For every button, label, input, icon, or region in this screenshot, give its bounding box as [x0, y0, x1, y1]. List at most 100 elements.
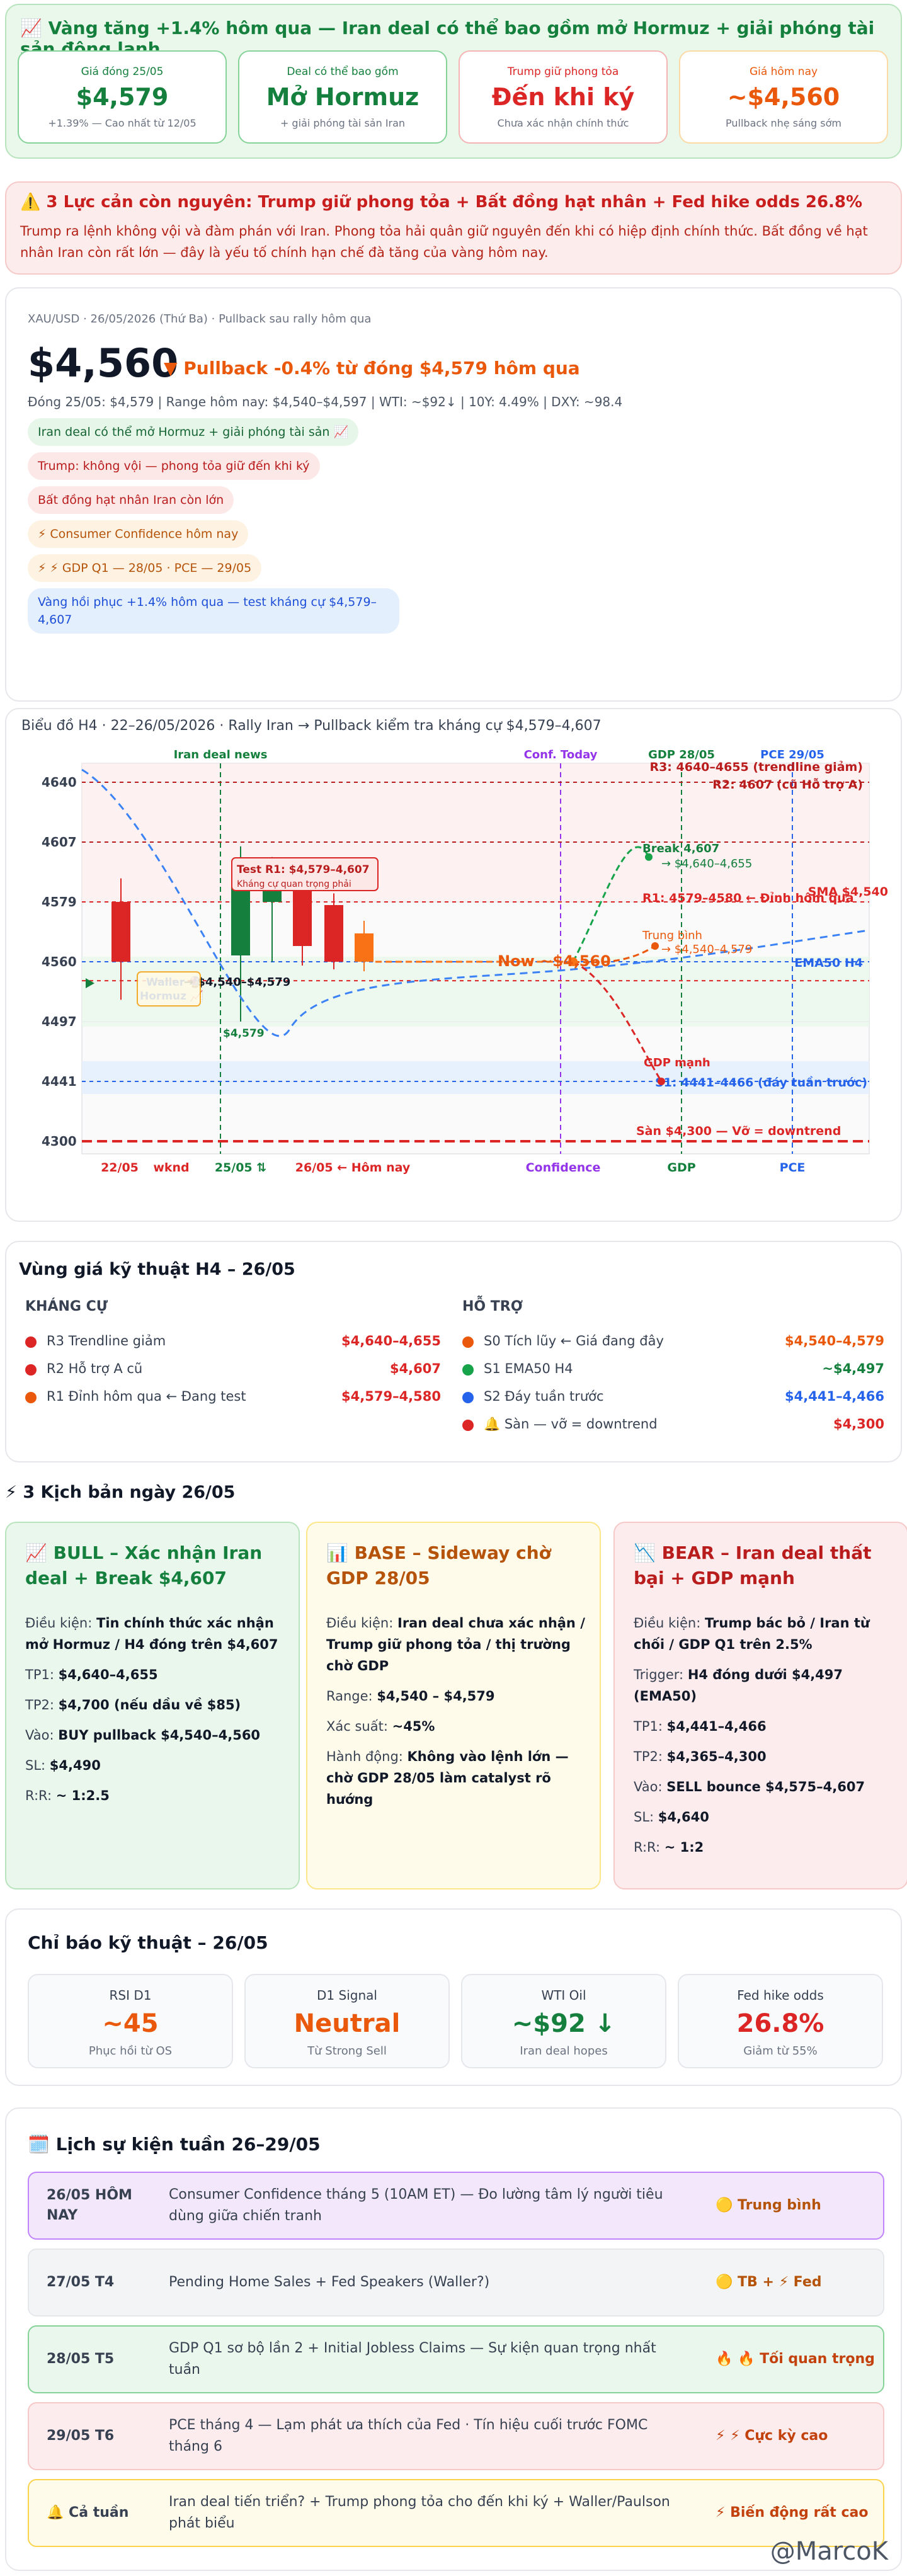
base-end-dot [651, 942, 659, 950]
stat-value: $4,579 [76, 83, 169, 111]
scenario-line-value: ~45% [392, 1719, 435, 1734]
event-row: 🔔 Cả tuần Iran deal tiến triển? + Trump p… [28, 2479, 884, 2547]
event-date: 🔔 Cả tuần [47, 2505, 129, 2521]
stat-sub: Pullback nhẹ sáng sớm [726, 117, 841, 129]
scenario-line-key: Điều kiện: [326, 1616, 397, 1631]
stat-sub: +1.39% — Cao nhất từ 12/05 [48, 117, 197, 129]
pullback-text: ▼ Pullback -0.4% từ đóng $4,579 hôm qua [164, 358, 580, 379]
resistance-zone [82, 763, 869, 902]
indicator-value: 26.8% [736, 2009, 824, 2038]
event-impact: ⚡ ⚡ Cực kỳ cao [716, 2428, 828, 2444]
scenario-line-value: ~ 1:2.5 [55, 1788, 110, 1803]
chart-annotation: Test R1: $4,579–4,607 [237, 863, 370, 876]
level-label: R3: 4640–4655 (trendline giảm) [649, 760, 863, 774]
x-tick-label: 26/05 ← Hôm nay [295, 1161, 411, 1175]
scenario-line: Trigger: H4 đóng dưới $4,497 (EMA50) [634, 1664, 898, 1707]
scenario-line-value: $4,640 [658, 1809, 709, 1825]
support-zone [82, 1061, 869, 1094]
price-tag: ⚡ ⚡ GDP Q1 — 28/05 · PCE — 29/05 [28, 554, 262, 582]
stat-sub: + giải phóng tài sản Iran [280, 117, 406, 129]
indicator-label: WTI Oil [541, 1988, 586, 2003]
zone-dot-icon [462, 1392, 474, 1403]
price-tag: Trump: không vội — phong tỏa giữ đến khi… [28, 452, 320, 480]
scenario-line-value: BUY pullback $4,540–4,560 [58, 1728, 261, 1743]
x-tick-label: GDP [667, 1161, 695, 1175]
event-label: PCE 29/05 [760, 748, 824, 761]
scenario-line-key: R:R: [634, 1840, 665, 1855]
indicator-label: Fed hike odds [737, 1988, 824, 2003]
level-label: Sàn $4,300 — Vỡ = downtrend [636, 1124, 841, 1138]
y-tick-label: 4579 [42, 894, 77, 909]
indicator-sub: Phục hồi từ OS [88, 2044, 173, 2058]
chart-annotation: Now ~$4,560 [498, 952, 611, 970]
y-tick-label: 4300 [42, 1134, 77, 1149]
candle-body [355, 933, 374, 962]
stat-card: Giá hôm nay ~$4,560 Pullback nhẹ sáng sớm [679, 50, 888, 144]
bull-path [572, 846, 650, 962]
chart-annotation: Break 4,607 [642, 842, 719, 855]
scenario-line: R:R: ~ 1:2.5 [25, 1785, 290, 1806]
event-row: 26/05 HÔM NAY Consumer Confidence tháng 5… [28, 2172, 884, 2240]
price-tag: Bất đồng hạt nhân Iran còn lớn [28, 486, 234, 514]
level-label: EMA50 H4 [794, 956, 863, 970]
indicator-label: D1 Signal [317, 1988, 377, 2003]
zone-dot-icon [25, 1364, 37, 1376]
base-path [573, 945, 656, 964]
indicators-title: Chỉ báo kỹ thuật – 26/05 [28, 1932, 268, 1953]
risk-body: Trump ra lệnh không vội và đàm phán với … [20, 224, 868, 260]
x-tick-label: wknd [153, 1161, 189, 1175]
y-tick-label: 4497 [42, 1014, 77, 1029]
zones-card: Vùng giá kỹ thuật H4 – 26/05 KHÁNG CỰ HỖ… [5, 1241, 902, 1462]
scenario-line: Xác suất: ~45% [326, 1716, 591, 1737]
stat-sub: Chưa xác nhận chính thức [497, 117, 629, 129]
price-value: $4,560 [28, 340, 179, 386]
indicator-value: ~45 [102, 2009, 159, 2038]
event-date: 27/05 T4 [47, 2274, 115, 2290]
event-row: 27/05 T4 Pending Home Sales + Fed Speaker… [28, 2248, 884, 2317]
scenario-line-key: SL: [634, 1809, 658, 1825]
zone-value: ~$4,497 [822, 1361, 884, 1376]
scenario-line: TP2: $4,700 (nếu dầu về $85) [25, 1694, 290, 1716]
scenario-heading: 📈 BULL – Xác nhận Iran deal + Break $4,6… [25, 1542, 263, 1588]
scenario-line-value: Iran deal chưa xác nhận / Trump giữ phon… [326, 1616, 585, 1673]
event-row: 28/05 T5 GDP Q1 sơ bộ lần 2 + Initial Job… [28, 2325, 884, 2393]
scenario-line-key: TP1: [634, 1719, 667, 1734]
candle-body [293, 882, 312, 946]
indicator-sub: Giảm từ 55% [743, 2044, 818, 2058]
zone-value: $4,300 [833, 1416, 884, 1432]
bear-end-dot [658, 1078, 665, 1085]
indicator-sub: Iran deal hopes [520, 2044, 608, 2058]
x-tick-label: Confidence [526, 1161, 601, 1175]
event-text: Consumer Confidence tháng 5 (10AM ET) — … [169, 2187, 663, 2224]
scenario-line: Vào: BUY pullback $4,540–4,560 [25, 1724, 290, 1746]
zone-name: 🔔 Sàn — vỡ = downtrend [484, 1416, 658, 1432]
scenario-line: R:R: ~ 1:2 [634, 1837, 898, 1858]
zone-dot-icon [25, 1392, 37, 1403]
scenario-line-value: $4,441–4,466 [666, 1719, 767, 1734]
support-heading: HỖ TRỢ [462, 1299, 523, 1314]
event-impact: 🟡 Trung bình [716, 2197, 821, 2213]
hero-card: 📈 Vàng tăng +1.4% hôm qua — Iran deal có… [5, 4, 902, 159]
resistance-row: R3 Trendline giảm $4,640–4,655 [25, 1331, 441, 1354]
scenario-line-value: $4,640–4,655 [58, 1667, 158, 1682]
chart-annotation: Trung bình [642, 929, 702, 942]
price-tag: ⚡ Consumer Confidence hôm nay [28, 520, 249, 548]
zone-name: R2 Hỗ trợ A cũ [47, 1361, 143, 1376]
stat-value: Đến khi ký [491, 83, 635, 111]
scenario-line-key: Trigger: [634, 1667, 688, 1682]
scenario-line-key: Vào: [634, 1779, 667, 1794]
event-row: 29/05 T6 PCE tháng 4 — Lạm phát ưa thích … [28, 2402, 884, 2470]
zone-value: $4,640–4,655 [341, 1333, 441, 1348]
event-impact: ⚡ Biến động rất cao [716, 2505, 869, 2521]
event-impact: 🟡 TB + ⚡ Fed [716, 2274, 822, 2290]
x-tick-label: PCE [780, 1161, 806, 1175]
event-date: 29/05 T6 [47, 2428, 115, 2444]
event-date: 28/05 T5 [47, 2351, 115, 2367]
scenario-line-value: Trump bác bỏ / Iran từ chối / GDP Q1 trê… [634, 1616, 870, 1652]
accumulation-zone [82, 957, 869, 1027]
scenario-card: 📉 BEAR – Iran deal thất bại + GDP mạnh Đi… [613, 1522, 907, 1889]
risk-title: ⚠️ 3 Lực cản còn nguyên: Trump giữ phong… [20, 193, 863, 212]
indicators-card: Chỉ báo kỹ thuật – 26/05 RSI D1 ~45 Phục h… [5, 1908, 902, 2086]
price-stats-line: Đóng 25/05: $4,579 | Range hôm nay: $4,5… [28, 394, 623, 409]
scenario-line-key: Xác suất: [326, 1719, 392, 1734]
